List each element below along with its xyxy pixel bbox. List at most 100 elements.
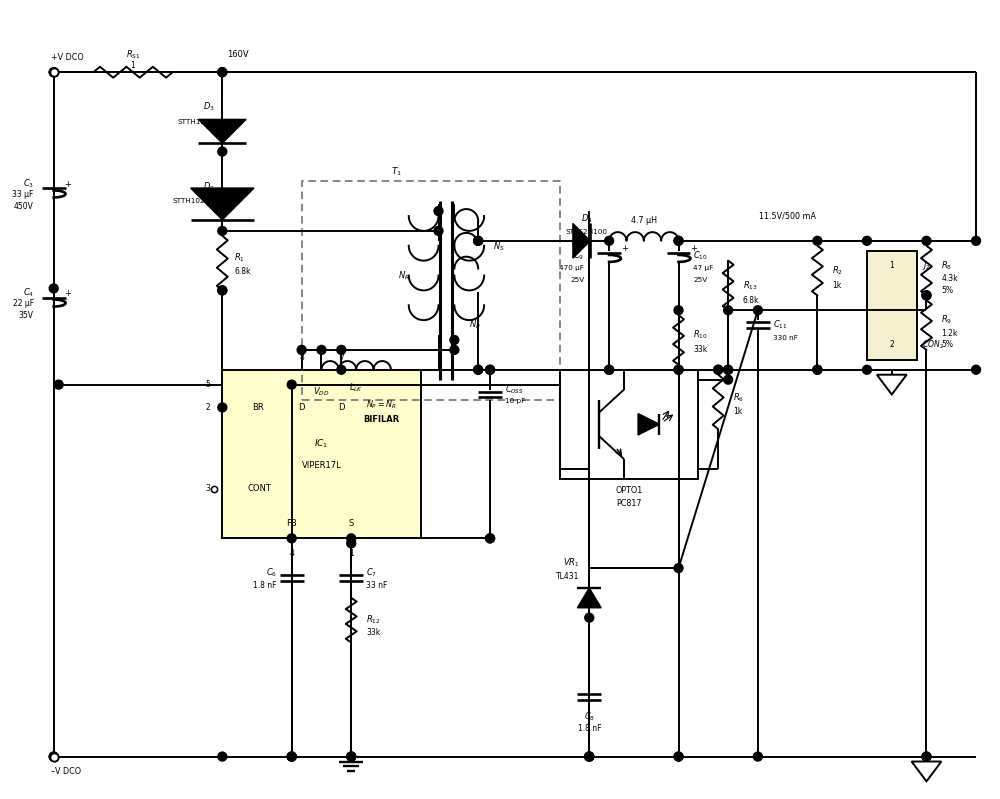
Polygon shape	[577, 588, 601, 608]
Circle shape	[450, 336, 459, 344]
Text: +V DCO: +V DCO	[51, 53, 83, 62]
Circle shape	[585, 614, 594, 622]
Text: $R_{S1}$: $R_{S1}$	[126, 48, 140, 61]
Text: $C_{10}$: $C_{10}$	[693, 249, 708, 262]
Circle shape	[347, 539, 356, 548]
Circle shape	[218, 68, 227, 77]
Circle shape	[317, 345, 326, 355]
FancyBboxPatch shape	[560, 370, 698, 479]
Text: +: +	[65, 180, 71, 189]
Circle shape	[218, 226, 227, 236]
Text: $R_{13}$: $R_{13}$	[743, 279, 758, 292]
Circle shape	[218, 403, 227, 412]
Text: $J_2$: $J_2$	[922, 259, 931, 272]
Circle shape	[347, 752, 356, 761]
Text: $V_{DD}$: $V_{DD}$	[313, 385, 330, 398]
Text: 2: 2	[889, 340, 894, 349]
Text: 4: 4	[289, 549, 294, 558]
Text: +: +	[621, 244, 628, 253]
Text: 47 μF: 47 μF	[693, 264, 714, 271]
Text: 5%: 5%	[941, 286, 953, 295]
Text: 2: 2	[205, 403, 210, 412]
Circle shape	[434, 207, 443, 216]
Text: 25V: 25V	[693, 277, 708, 284]
Circle shape	[585, 752, 594, 761]
Circle shape	[434, 226, 443, 236]
Text: 1: 1	[349, 549, 354, 558]
Circle shape	[863, 365, 871, 374]
Circle shape	[49, 68, 58, 77]
Text: $C_4$: $C_4$	[23, 286, 34, 299]
Text: $R_9$: $R_9$	[941, 314, 952, 327]
Circle shape	[674, 752, 683, 761]
Text: $C_8$: $C_8$	[584, 710, 595, 723]
Circle shape	[49, 752, 58, 761]
Circle shape	[218, 286, 227, 295]
Text: STPS2H100: STPS2H100	[566, 229, 608, 235]
Text: 470 μF: 470 μF	[559, 264, 584, 271]
Circle shape	[474, 237, 483, 245]
Text: $R_8$: $R_8$	[941, 260, 952, 272]
Text: 33 μF: 33 μF	[12, 189, 34, 199]
Text: 3: 3	[205, 484, 210, 493]
Text: $R_1$: $R_1$	[234, 252, 245, 264]
Text: $C_{OSS}$: $C_{OSS}$	[505, 384, 524, 396]
Text: $CON_2$: $CON_2$	[922, 339, 943, 352]
Circle shape	[585, 752, 594, 761]
Circle shape	[922, 291, 931, 300]
Text: $D_3$: $D_3$	[203, 101, 214, 113]
Circle shape	[218, 68, 227, 77]
Text: STTH102RL: STTH102RL	[173, 198, 214, 204]
Text: $IC_1$: $IC_1$	[314, 438, 329, 451]
Circle shape	[714, 365, 723, 374]
Circle shape	[474, 237, 483, 245]
Text: $N_P$: $N_P$	[469, 319, 481, 332]
Circle shape	[49, 752, 58, 761]
Circle shape	[49, 68, 58, 77]
Polygon shape	[191, 188, 254, 220]
Circle shape	[753, 306, 762, 315]
Circle shape	[813, 365, 822, 374]
Circle shape	[674, 306, 683, 315]
Circle shape	[605, 237, 614, 245]
Circle shape	[605, 365, 614, 374]
Text: 1.2k: 1.2k	[941, 328, 958, 337]
Text: 6.8k: 6.8k	[234, 267, 251, 276]
Text: 330 nF: 330 nF	[773, 335, 797, 341]
Polygon shape	[198, 119, 246, 143]
Text: 450V: 450V	[14, 201, 34, 211]
Circle shape	[474, 365, 483, 374]
Circle shape	[218, 752, 227, 761]
Circle shape	[724, 365, 733, 374]
Circle shape	[863, 237, 871, 245]
Circle shape	[724, 306, 733, 315]
Circle shape	[714, 365, 723, 374]
Circle shape	[337, 345, 346, 355]
Text: $N_S$: $N_S$	[493, 240, 505, 253]
Circle shape	[486, 365, 495, 374]
Text: BIFILAR: BIFILAR	[363, 415, 399, 423]
Text: S: S	[349, 519, 354, 528]
Text: 7: 7	[339, 353, 344, 362]
Text: 33k: 33k	[693, 345, 708, 355]
Text: 33k: 33k	[366, 628, 380, 637]
Text: $N_R$: $N_R$	[398, 269, 410, 282]
Text: $N_P=N_R$: $N_P=N_R$	[366, 398, 396, 411]
Circle shape	[674, 563, 683, 573]
Circle shape	[287, 380, 296, 389]
Text: $C_9$: $C_9$	[573, 249, 584, 262]
Text: TL431: TL431	[556, 571, 579, 581]
Circle shape	[813, 365, 822, 374]
Text: $R_{12}$: $R_{12}$	[366, 614, 381, 626]
Text: 1: 1	[889, 261, 894, 270]
Circle shape	[486, 365, 495, 374]
Text: D: D	[298, 403, 305, 412]
Circle shape	[474, 365, 483, 374]
Circle shape	[972, 365, 981, 374]
Circle shape	[922, 752, 931, 761]
Circle shape	[585, 752, 594, 761]
Text: STTH1L06: STTH1L06	[178, 119, 214, 125]
Circle shape	[922, 291, 931, 300]
Text: 5: 5	[205, 380, 210, 389]
Text: 6.8k: 6.8k	[743, 296, 759, 305]
